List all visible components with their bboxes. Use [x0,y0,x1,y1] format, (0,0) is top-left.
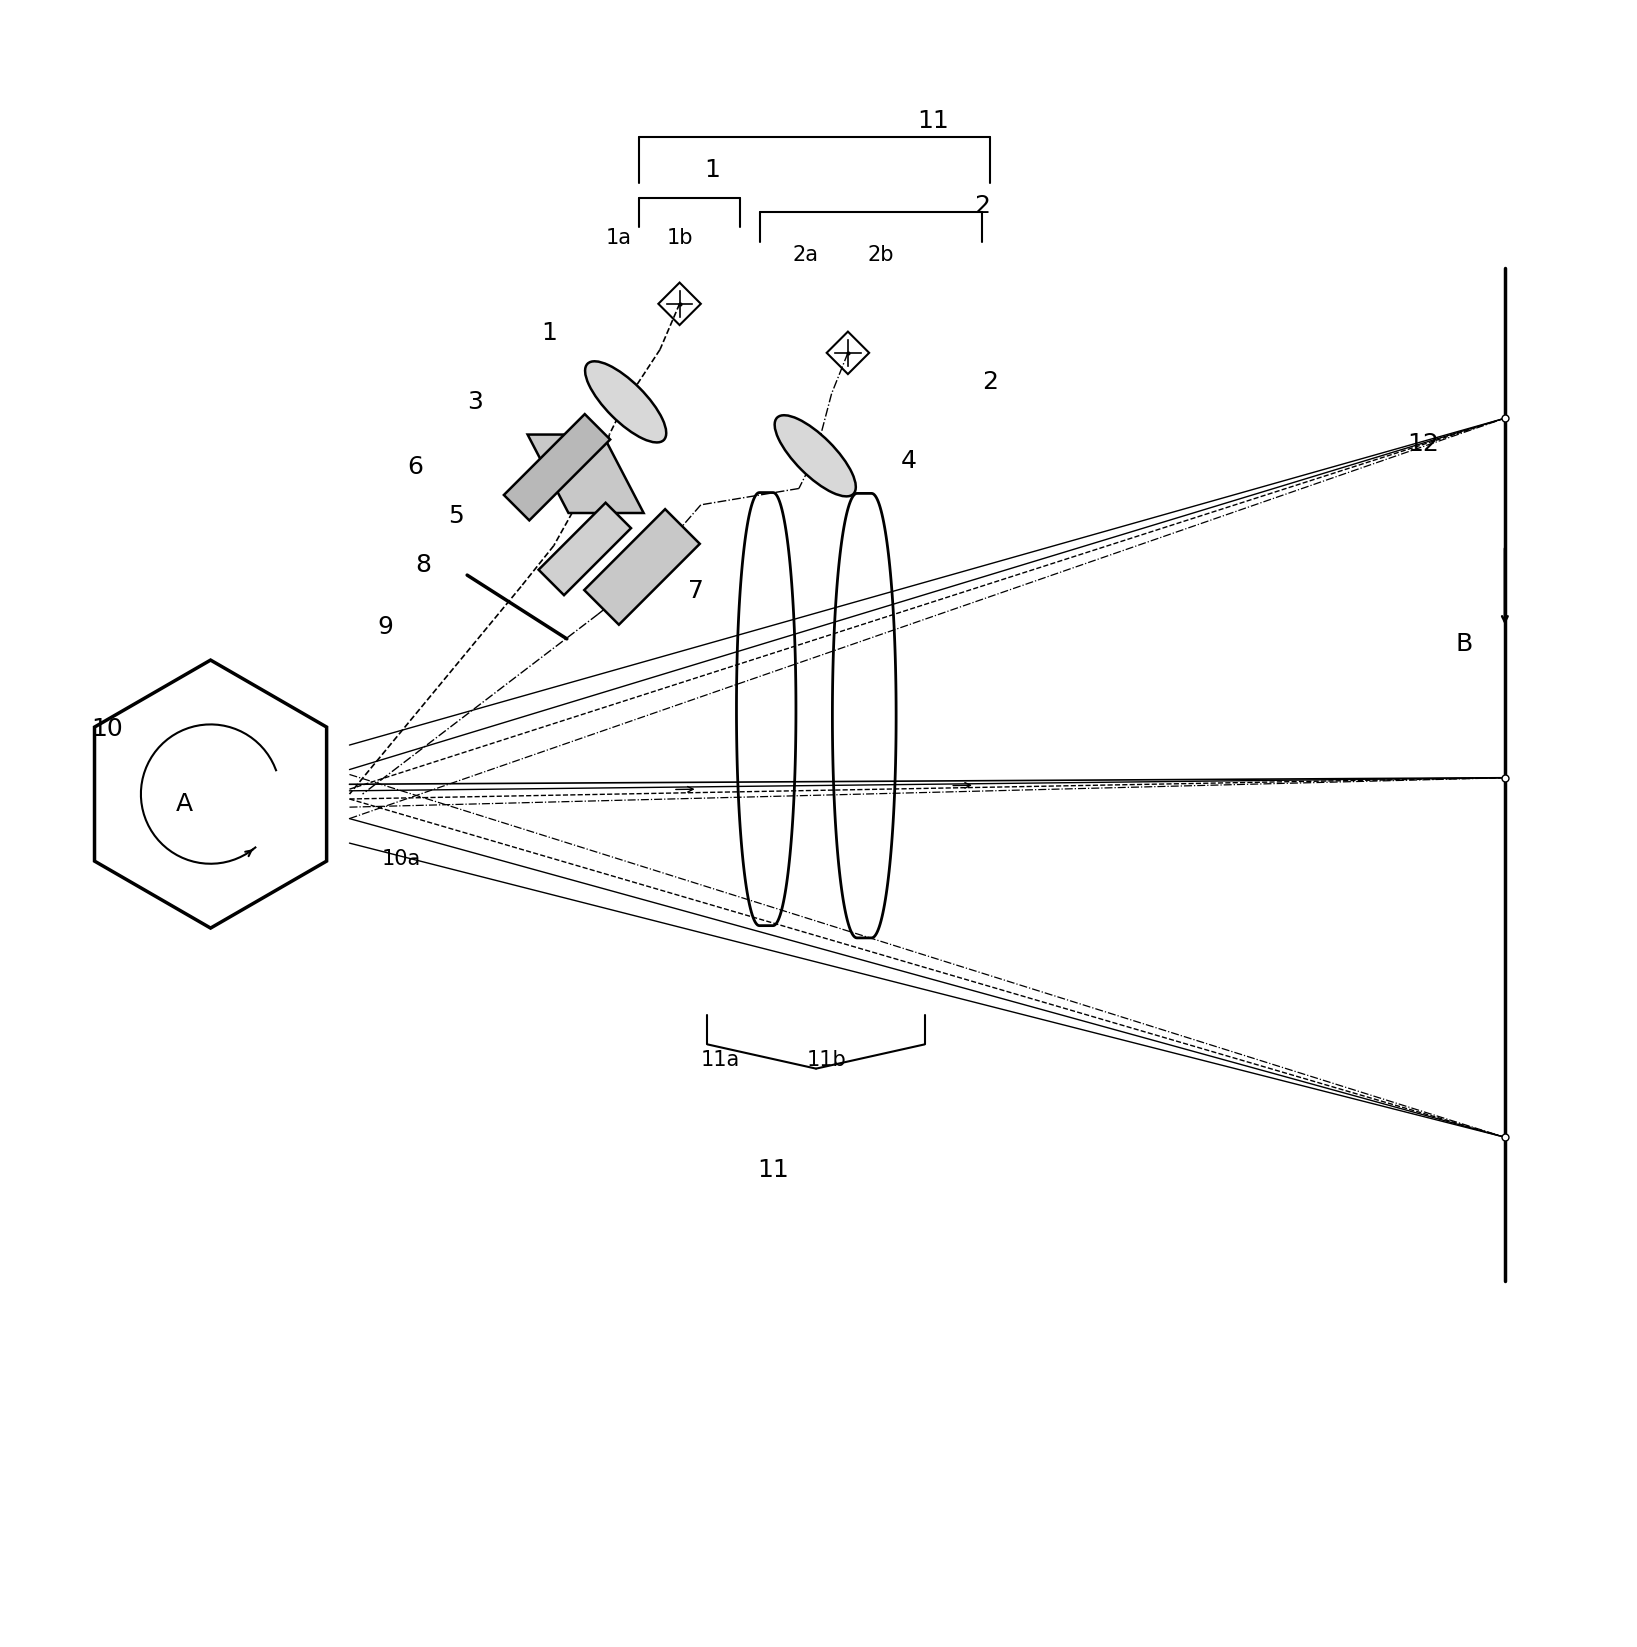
Text: 12: 12 [1408,433,1439,456]
Text: 6: 6 [408,455,422,479]
Text: 4: 4 [900,448,917,473]
Ellipse shape [774,415,856,496]
Text: 9: 9 [378,616,393,639]
Polygon shape [504,413,611,520]
Text: 11: 11 [917,109,949,133]
Text: 11a: 11a [701,1051,740,1071]
Text: 2a: 2a [792,245,818,265]
Ellipse shape [584,361,666,443]
Text: 2: 2 [974,194,990,217]
Text: B: B [1455,632,1473,656]
Text: 5: 5 [449,504,463,529]
Text: 10: 10 [92,716,123,741]
Text: 2: 2 [982,371,999,394]
Text: 8: 8 [416,553,431,578]
Text: 3: 3 [468,390,483,413]
Text: 11: 11 [756,1158,789,1183]
Text: 1b: 1b [666,229,692,249]
Text: 2b: 2b [868,245,894,265]
Polygon shape [527,435,643,512]
Text: 10a: 10a [381,850,421,870]
Polygon shape [539,502,630,595]
Text: A: A [175,792,193,815]
Text: 1: 1 [540,321,557,346]
Text: 1: 1 [704,158,720,181]
Text: 11b: 11b [807,1051,846,1071]
Text: 1a: 1a [606,229,632,249]
Text: 7: 7 [688,580,704,603]
Polygon shape [584,509,699,624]
